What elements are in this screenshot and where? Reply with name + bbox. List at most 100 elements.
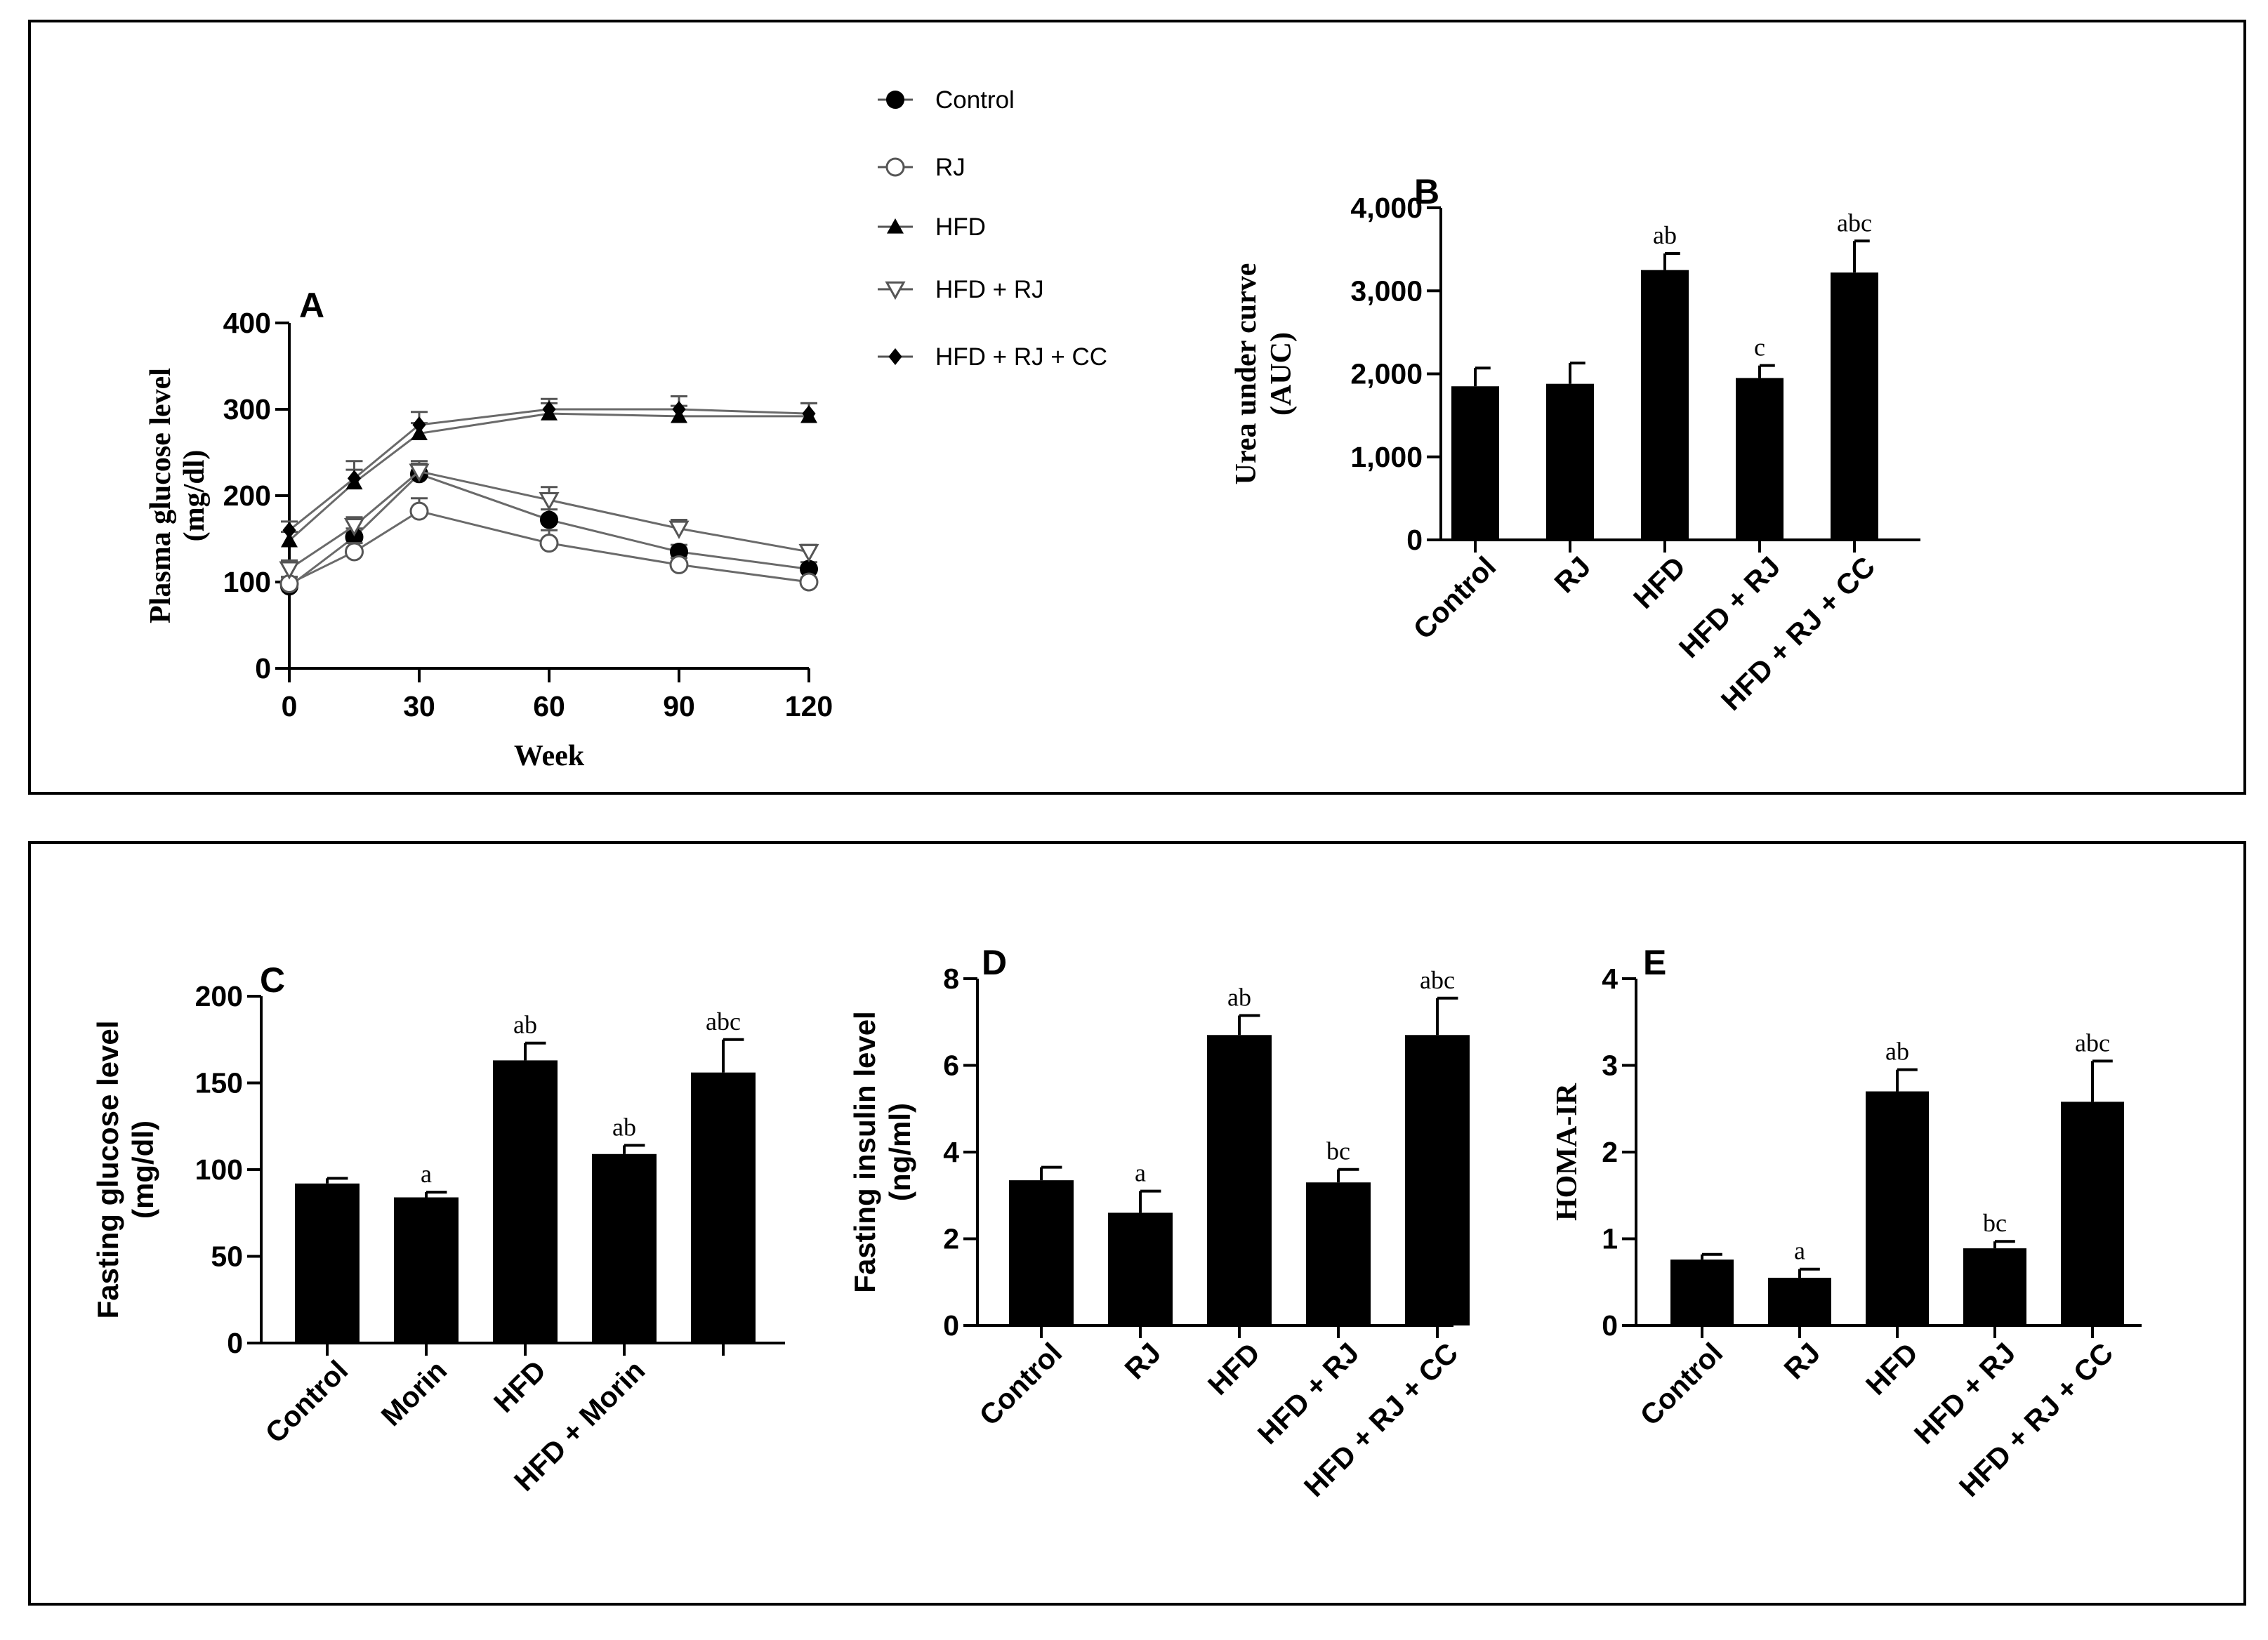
panel-c-bar <box>394 1197 459 1343</box>
panel-a-point <box>279 561 300 580</box>
panel-d-y-tick-label: 0 <box>943 1309 959 1342</box>
panel-c-sig-label: ab <box>513 1011 537 1039</box>
panel-d-sig-label: a <box>1135 1159 1146 1187</box>
panel-a-series-line <box>289 412 809 542</box>
panel-d-y-tick-label: 2 <box>943 1223 959 1255</box>
panel-a-y-title-line1: Plasma glucose level <box>145 368 177 623</box>
panel-b-y-tick-label: 2,000 <box>1350 358 1423 390</box>
panel-a-y-tick-label: 300 <box>223 393 271 425</box>
panel-a-series-line <box>289 472 810 588</box>
panel-a-series-4 <box>281 395 817 539</box>
panel-a-x-tick-label: 90 <box>663 690 695 722</box>
panel-b-sig-label: ab <box>1653 221 1677 249</box>
panel-b-bar <box>1451 386 1499 540</box>
panel-a-y-tick-label: 0 <box>255 652 271 685</box>
panel-a-x-tick-label: 120 <box>785 690 833 722</box>
top-panel-frame <box>28 20 2246 795</box>
panel-e-bar <box>1670 1259 1734 1325</box>
panel-e-y-axis-title: HOMA-IR <box>1551 1083 1583 1221</box>
panel-e-y-tick-label: 0 <box>1602 1309 1618 1342</box>
panel-b-y-tick-label: 0 <box>1406 524 1423 556</box>
panel-d-y-title-line2: (ng/ml) <box>883 1103 916 1201</box>
panel-a-point <box>343 517 365 537</box>
panel-b-y-title-line1: Urea under curve <box>1230 263 1262 485</box>
panel-b-bar <box>1736 378 1784 540</box>
panel-a-y-tick-label: 200 <box>223 480 271 512</box>
panel-c-y-tick-label: 100 <box>195 1153 243 1186</box>
panel-c-bar <box>295 1183 360 1343</box>
panel-c-y-tick-label: 200 <box>195 980 243 1012</box>
panel-a-legend-label: HFD + RJ + CC <box>935 343 1107 371</box>
panel-c-y-title-line1: Fasting glucose level <box>91 1021 124 1319</box>
panel-b-letter: B <box>1414 172 1439 211</box>
panel-d-bar <box>1306 1182 1371 1325</box>
panel-e-y-title-line1: HOMA-IR <box>1551 1083 1583 1221</box>
panel-a-point <box>281 531 298 548</box>
panel-c-y-axis-title: Fasting glucose level (mg/dl) <box>91 1021 159 1319</box>
panel-a-legend-marker <box>885 157 905 177</box>
panel-d-y-axis-title: Fasting insulin level (ng/ml) <box>848 1011 916 1292</box>
panel-d-sig-label: bc <box>1326 1137 1350 1165</box>
panel-a-point <box>542 401 556 418</box>
panel-a-y-axis-title: Plasma glucose level (mg/dl) <box>145 368 211 623</box>
panel-e-y-tick-label: 3 <box>1602 1050 1618 1082</box>
panel-d-bar <box>1207 1035 1272 1325</box>
panel-d-sig-label: ab <box>1227 983 1251 1011</box>
panel-e-y-tick-label: 4 <box>1602 963 1618 995</box>
panel-a-legend-marker <box>886 91 904 109</box>
panel-e-letter: E <box>1643 943 1666 982</box>
panel-e-sig-label: bc <box>1983 1209 2007 1237</box>
panel-b-bar <box>1831 272 1878 540</box>
panel-a-legend-marker <box>885 281 906 300</box>
panel-b-bar <box>1641 270 1689 540</box>
panel-d-letter: D <box>982 943 1007 982</box>
panel-a-point <box>669 555 689 574</box>
panel-a-point <box>409 501 429 521</box>
panel-a-point <box>668 520 690 539</box>
panel-e-sig-label: abc <box>2075 1029 2110 1057</box>
panel-a-series-1 <box>279 497 819 593</box>
panel-a-legend-marker <box>887 218 904 234</box>
panel-e-sig-label: a <box>1794 1237 1805 1265</box>
panel-a-x-axis-title: Week <box>514 740 585 772</box>
panel-a-point <box>799 572 819 592</box>
panel-c-sig-label: ab <box>612 1113 636 1141</box>
panel-e-y-tick-label: 2 <box>1602 1136 1618 1168</box>
panel-e-bar <box>1768 1278 1831 1325</box>
panel-a-point <box>345 542 364 562</box>
panel-c-letter: C <box>260 960 285 1000</box>
panel-b-sig-label: c <box>1754 333 1765 362</box>
panel-a-legend-label: HFD <box>935 213 986 241</box>
panel-c-bar <box>592 1153 657 1343</box>
panel-a-series-line <box>289 470 810 570</box>
panel-c-y-tick-label: 0 <box>227 1327 243 1359</box>
panel-a-legend-marker <box>888 348 902 365</box>
panel-e-y-tick-label: 1 <box>1602 1223 1618 1255</box>
panel-d-bar <box>1405 1035 1470 1325</box>
panel-a-point <box>409 463 430 482</box>
panel-a-point <box>802 405 816 423</box>
panel-a-series-line <box>289 510 810 585</box>
panel-a-point <box>540 510 558 529</box>
panel-b-bar <box>1546 383 1594 540</box>
panel-a-legend-label: HFD + RJ <box>935 276 1044 303</box>
panel-e-bar <box>2061 1102 2124 1325</box>
panel-b-y-tick-label: 4,000 <box>1350 192 1423 224</box>
panel-d-bar <box>1009 1180 1074 1325</box>
panel-c-bar <box>493 1060 558 1343</box>
panel-d-y-tick-label: 4 <box>943 1136 959 1168</box>
panel-d-y-tick-label: 8 <box>943 963 959 995</box>
panel-a-y-tick-label: 100 <box>223 566 271 598</box>
panel-a-x-tick-label: 60 <box>533 690 565 722</box>
panel-d-y-title-line1: Fasting insulin level <box>848 1011 881 1292</box>
panel-a-point <box>412 416 426 434</box>
panel-d-sig-label: abc <box>1420 966 1455 994</box>
panel-a-letter: A <box>299 286 324 325</box>
panel-e-bar <box>1963 1248 2026 1325</box>
panel-c-y-tick-label: 150 <box>195 1067 243 1099</box>
panel-c-y-title-line2: (mg/dl) <box>126 1120 159 1219</box>
panel-b-y-tick-label: 1,000 <box>1350 441 1423 473</box>
panel-a-y-title-line2: (mg/dl) <box>178 450 211 542</box>
panel-c-sig-label: a <box>421 1160 432 1188</box>
